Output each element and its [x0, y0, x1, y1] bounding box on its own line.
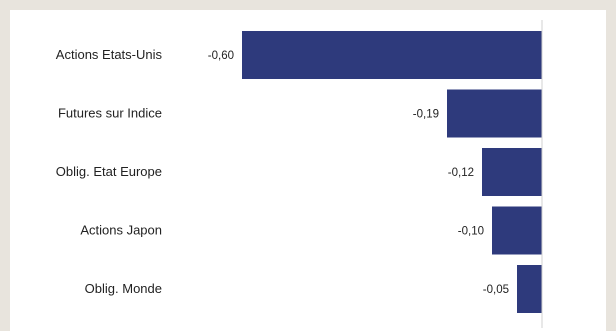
value-label: -0,12: [448, 167, 474, 179]
category-label: Oblig. Etat Europe: [56, 164, 162, 179]
value-label: -0,60: [208, 50, 234, 62]
bars-layer: Actions Etats-Unis -0,60 Futures sur Indic…: [56, 31, 542, 313]
value-label: -0,10: [458, 226, 484, 238]
bar-chart: Actions Etats-Unis -0,60 Futures sur Indic…: [56, 20, 543, 328]
category-label: Actions Etats-Unis: [56, 47, 163, 62]
chart-card: Actions Etats-Unis -0,60 Futures sur Indic…: [10, 10, 606, 331]
category-label: Oblig. Monde: [85, 281, 162, 296]
bar-4: [517, 265, 542, 313]
bar-1: [447, 89, 542, 138]
value-label: -0,05: [483, 284, 509, 296]
category-label: Futures sur Indice: [58, 106, 162, 121]
value-label: -0,19: [413, 109, 439, 121]
bar-3: [492, 206, 542, 255]
bar-2: [482, 148, 542, 196]
category-label: Actions Japon: [80, 223, 162, 238]
bar-0: [242, 31, 542, 79]
